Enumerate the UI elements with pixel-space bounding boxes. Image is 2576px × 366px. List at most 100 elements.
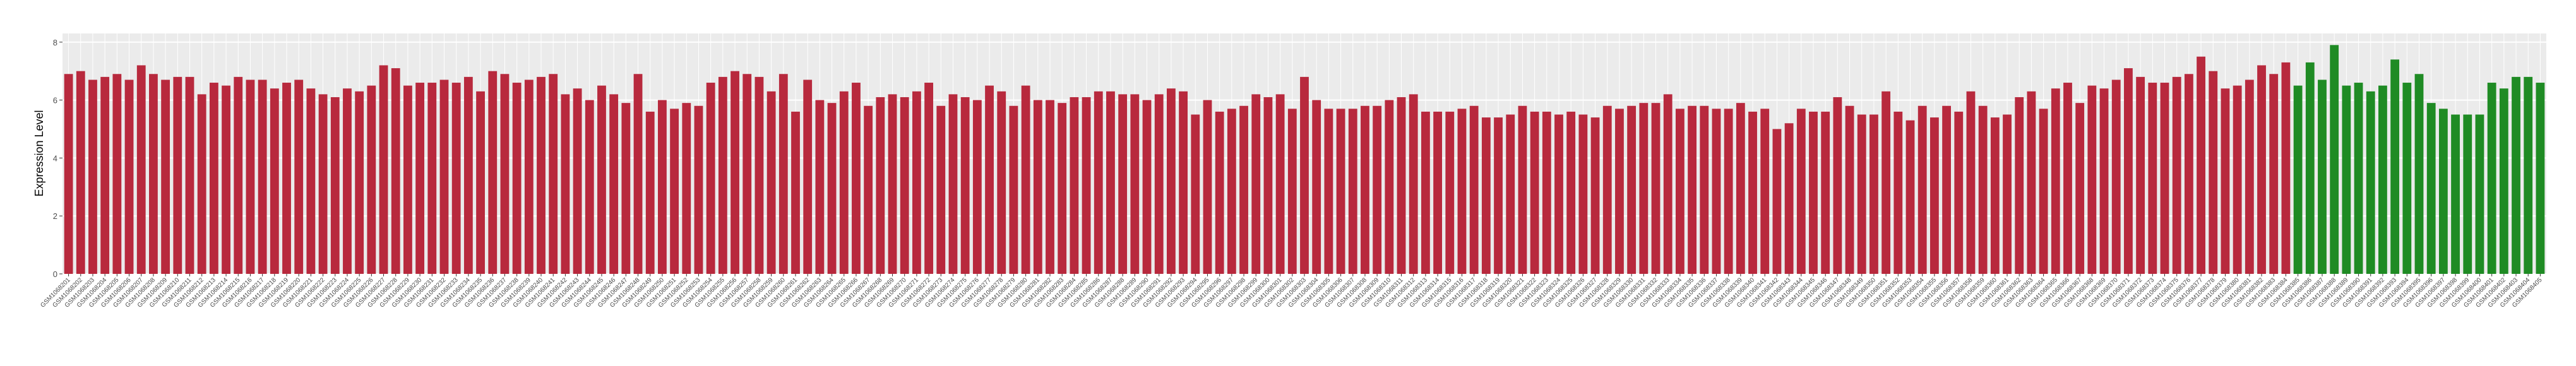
y-tick-label: 8 (53, 38, 57, 47)
bar (2209, 71, 2218, 274)
bar (391, 68, 400, 274)
bar (197, 94, 206, 274)
bar (1845, 105, 1854, 274)
bar (876, 97, 885, 274)
bar (1203, 100, 1212, 274)
bar (367, 85, 376, 274)
bar (209, 83, 218, 274)
bar (1566, 111, 1576, 274)
bar (2414, 74, 2424, 274)
bar (1675, 109, 1685, 274)
bar (294, 80, 304, 274)
bar (1809, 111, 1818, 274)
bar (754, 76, 764, 274)
bar (173, 76, 182, 274)
bar (1469, 105, 1479, 274)
bar (2124, 68, 2133, 274)
bar (948, 94, 958, 274)
bar (972, 100, 982, 274)
bar (609, 94, 619, 274)
bar (524, 80, 534, 274)
bar (2172, 76, 2181, 274)
bar (2438, 109, 2448, 274)
bar (1760, 109, 1770, 274)
y-tick-label: 0 (53, 269, 57, 279)
bar (912, 91, 921, 274)
bar (1312, 100, 1321, 274)
bar (706, 83, 715, 274)
bar (585, 100, 594, 274)
bar (1990, 117, 2000, 274)
bar (1615, 109, 1624, 274)
bar (1796, 109, 1806, 274)
bar (2305, 62, 2315, 274)
bar (1978, 105, 1988, 274)
bar (2318, 80, 2327, 274)
bar (1142, 100, 1152, 274)
bar (1905, 120, 1915, 274)
bar (718, 76, 727, 274)
bar (2293, 85, 2303, 274)
bar (827, 103, 837, 274)
bar (64, 74, 73, 274)
y-axis-title: Expression Level (33, 110, 45, 196)
bar (1481, 117, 1491, 274)
bar (1070, 97, 1079, 274)
bar (1445, 111, 1455, 274)
bar (1772, 129, 1782, 274)
bar (500, 74, 510, 274)
bar (2039, 109, 2048, 274)
bar (2269, 74, 2279, 274)
bar (2426, 103, 2436, 274)
bar (476, 91, 485, 274)
bar (306, 88, 316, 274)
bar (1046, 100, 1054, 274)
bar (1251, 94, 1261, 274)
bar (1929, 117, 1939, 274)
bar (2342, 85, 2351, 274)
bar (1506, 114, 1515, 274)
bar (2354, 83, 2363, 274)
bar (900, 97, 909, 274)
bar (1700, 105, 1709, 274)
bar (537, 76, 546, 274)
bar (2063, 83, 2072, 274)
y-tick-label: 4 (53, 153, 57, 163)
bar (282, 83, 291, 274)
bar (88, 80, 97, 274)
bar (2184, 74, 2193, 274)
bar (439, 80, 449, 274)
bar (112, 74, 122, 274)
bar (1033, 100, 1042, 274)
bar (1263, 97, 1273, 274)
bar (1361, 105, 1369, 274)
bar (864, 105, 873, 274)
bar (1748, 111, 1757, 274)
bar (1275, 94, 1285, 274)
bar (694, 105, 703, 274)
bar (2111, 80, 2121, 274)
bar (997, 91, 1006, 274)
bar (258, 80, 267, 274)
bar (1409, 94, 1418, 274)
bar (960, 97, 970, 274)
bar (2524, 76, 2533, 274)
bar (1094, 91, 1103, 274)
bar (730, 71, 739, 274)
bar (1881, 91, 1891, 274)
bar (2378, 85, 2387, 274)
bar (1639, 103, 1649, 274)
bar (2136, 76, 2145, 274)
bar (488, 71, 498, 274)
bar (1602, 105, 1612, 274)
bar (318, 94, 328, 274)
bar (2463, 114, 2472, 274)
bar (1457, 109, 1467, 274)
bar (1082, 97, 1091, 274)
bar (561, 94, 570, 274)
bar (670, 109, 679, 274)
bar (2148, 83, 2157, 274)
bar (2015, 97, 2024, 274)
bar (791, 111, 800, 274)
